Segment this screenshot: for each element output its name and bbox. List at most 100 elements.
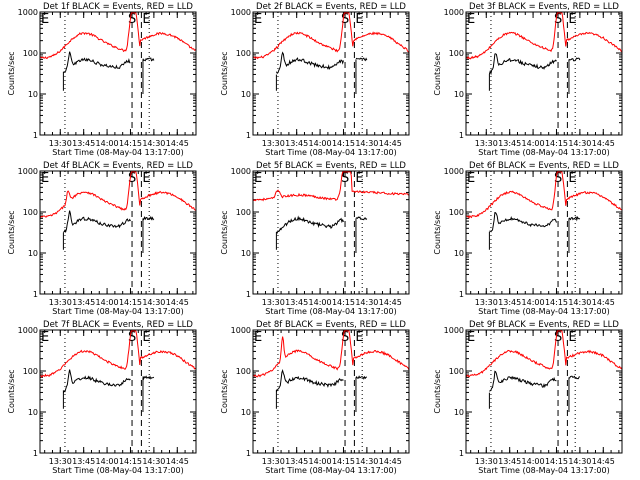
x-axis-label: Start Time (08-May-04 13:17:00) <box>265 307 396 316</box>
interval-marker-label: E <box>568 171 576 186</box>
x-tick-label: 14:30 <box>355 139 378 148</box>
x-tick-label: 13:45 <box>72 298 95 307</box>
y-tick-label: 1000 <box>231 167 251 176</box>
x-tick-label: 14:45 <box>166 139 189 148</box>
y-tick-label: 1000 <box>18 8 38 17</box>
y-axis-label: Counts/sec <box>7 51 16 95</box>
y-tick-label: 1 <box>459 290 464 299</box>
plot-frame <box>465 170 623 295</box>
panel-title: Det 5f BLACK = Events, RED = LLD <box>256 161 406 171</box>
x-tick-label: 14:45 <box>592 298 615 307</box>
x-tick-label: 14:15 <box>332 298 355 307</box>
y-tick-label: 100 <box>23 208 38 217</box>
y-tick-label: 10 <box>454 90 464 99</box>
y-tick-label: 1000 <box>444 167 464 176</box>
y-tick-label: 100 <box>449 367 464 376</box>
events-series-line <box>275 215 344 234</box>
y-tick-label: 1000 <box>444 8 464 17</box>
interval-marker-label: S <box>341 12 349 27</box>
x-tick-label: 14:30 <box>355 457 378 466</box>
y-tick-label: 1 <box>33 290 38 299</box>
lld-series-line <box>39 330 197 378</box>
x-tick-label: 14:00 <box>522 457 545 466</box>
interval-marker-label: S <box>128 12 136 27</box>
y-tick-label: 1000 <box>231 8 251 17</box>
panel-title: Det 2f BLACK = Events, RED = LLD <box>256 2 406 12</box>
x-tick-label: 13:30 <box>262 298 285 307</box>
detector-panel-9: Det 9f BLACK = Events, RED = LLD 1 10 100 10… <box>433 320 623 475</box>
x-tick-label: 13:45 <box>72 457 95 466</box>
events-series-line <box>355 216 368 221</box>
x-tick-label: 14:00 <box>309 457 332 466</box>
x-tick-label: 14:15 <box>119 139 142 148</box>
x-tick-label: 14:45 <box>379 457 402 466</box>
events-series-line <box>63 210 131 234</box>
interval-marker-label: E <box>41 171 49 186</box>
interval-marker-label: E <box>568 330 576 345</box>
y-axis-label: Counts/sec <box>7 369 16 413</box>
interval-marker-label: S <box>554 171 562 186</box>
x-tick-label: 14:00 <box>96 298 119 307</box>
x-tick-label: 14:15 <box>545 139 568 148</box>
y-tick-label: 10 <box>28 408 38 417</box>
plot-frame <box>465 11 623 136</box>
x-tick-label: 14:45 <box>592 457 615 466</box>
y-tick-label: 1 <box>246 290 251 299</box>
interval-marker-label: E <box>568 12 576 27</box>
x-axis-label: Start Time (08-May-04 13:17:00) <box>478 307 609 316</box>
interval-marker-label: E <box>254 12 262 27</box>
x-tick-label: 13:30 <box>262 457 285 466</box>
panel-title: Det 6f BLACK = Events, RED = LLD <box>469 161 619 171</box>
x-tick-label: 14:15 <box>545 457 568 466</box>
events-series-line <box>489 212 557 233</box>
y-axis-label: Counts/sec <box>220 210 229 254</box>
x-tick-label: 13:30 <box>49 457 72 466</box>
x-axis-label: Start Time (08-May-04 13:17:00) <box>478 466 609 475</box>
y-tick-label: 1 <box>33 449 38 458</box>
detector-panel-6: Det 6f BLACK = Events, RED = LLD 1 10 100 10… <box>433 161 623 316</box>
x-tick-label: 13:45 <box>285 457 308 466</box>
y-tick-label: 100 <box>236 208 251 217</box>
x-tick-label: 14:45 <box>379 298 402 307</box>
interval-marker-label: E <box>467 171 475 186</box>
x-tick-label: 14:45 <box>379 139 402 148</box>
x-tick-label: 14:00 <box>96 457 119 466</box>
x-tick-label: 14:00 <box>309 139 332 148</box>
interval-marker-label: S <box>554 12 562 27</box>
x-tick-label: 13:45 <box>498 457 521 466</box>
panel-title: Det 4f BLACK = Events, RED = LLD <box>43 161 193 171</box>
events-series-line <box>355 375 368 380</box>
x-axis-label: Start Time (08-May-04 13:17:00) <box>265 466 396 475</box>
y-tick-label: 100 <box>23 49 38 58</box>
interval-marker-label: S <box>128 171 136 186</box>
y-tick-label: 10 <box>241 90 251 99</box>
x-tick-label: 13:30 <box>49 298 72 307</box>
interval-marker-label: E <box>142 12 150 27</box>
x-tick-label: 14:15 <box>119 298 142 307</box>
events-series-line <box>568 375 580 380</box>
y-tick-label: 1 <box>33 131 38 140</box>
events-series-line <box>488 53 557 76</box>
interval-marker-label: S <box>554 330 562 345</box>
lld-series-line <box>465 171 623 219</box>
lld-series-line <box>252 12 410 60</box>
plot-frame <box>39 11 197 136</box>
y-tick-label: 1 <box>459 449 464 458</box>
y-tick-label: 1000 <box>18 167 38 176</box>
interval-marker-label: E <box>41 12 49 27</box>
y-tick-label: 10 <box>241 408 251 417</box>
y-tick-label: 1000 <box>444 326 464 335</box>
interval-marker-label: E <box>355 330 363 345</box>
detector-panel-1: Det 1f BLACK = Events, RED = LLD 1 10 100 10… <box>7 2 197 157</box>
lld-series-line <box>465 330 623 378</box>
plot-frame <box>252 329 410 454</box>
x-tick-label: 14:30 <box>568 139 591 148</box>
x-tick-label: 14:30 <box>142 457 165 466</box>
x-tick-label: 14:45 <box>166 298 189 307</box>
y-tick-label: 10 <box>454 408 464 417</box>
x-tick-label: 13:30 <box>475 457 498 466</box>
panel-title: Det 1f BLACK = Events, RED = LLD <box>43 2 193 12</box>
y-tick-label: 10 <box>28 90 38 99</box>
y-axis-label: Counts/sec <box>220 369 229 413</box>
detector-panel-3: Det 3f BLACK = Events, RED = LLD 1 10 100 10… <box>433 2 623 157</box>
